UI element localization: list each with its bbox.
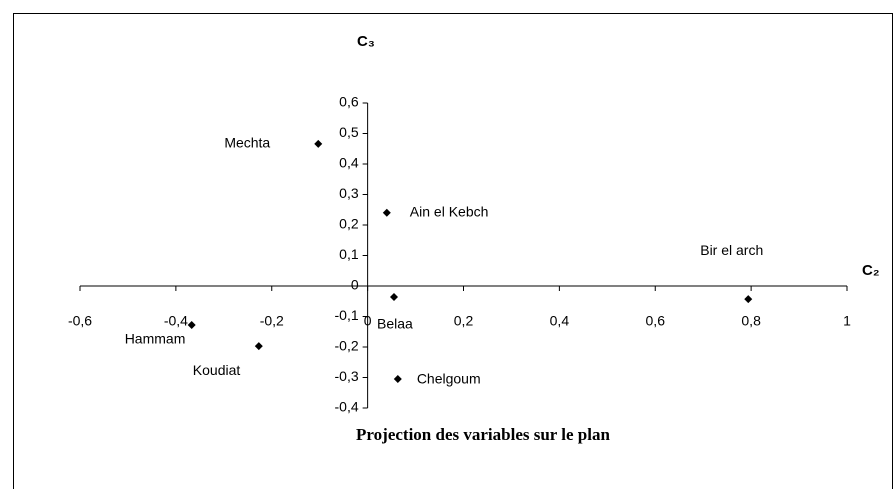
x-tick-label: 0,8	[741, 313, 761, 329]
y-tick-label: -0,2	[335, 338, 359, 354]
chart-border	[13, 13, 893, 489]
point-label: Belaa	[377, 316, 413, 332]
y-tick-label: 0,3	[339, 185, 359, 201]
point	[187, 321, 196, 330]
point	[314, 139, 323, 148]
y-tick-label: 0,2	[339, 216, 359, 232]
x-tick-label: 0,4	[550, 313, 570, 329]
y-tick-label: -0,3	[335, 368, 359, 384]
point-label: Hammam	[125, 331, 186, 347]
x-tick-label: 1	[843, 313, 851, 329]
point	[744, 295, 753, 304]
y-axis-label: C₃	[357, 33, 375, 50]
y-tick-label: 0,1	[339, 246, 359, 262]
x-axis-label: C₂	[862, 262, 880, 279]
y-tick-label: 0,6	[339, 94, 359, 110]
point	[382, 208, 391, 217]
chart-title: Projection des variables sur le plan	[356, 425, 610, 444]
x-tick-label: -0,6	[68, 313, 92, 329]
point-label: Chelgoum	[417, 371, 481, 387]
x-tick-label: 0,2	[454, 313, 474, 329]
point	[389, 292, 398, 301]
y-tick-label: -0,4	[335, 399, 359, 415]
x-tick-label: -0,4	[164, 313, 188, 329]
x-tick-label: 0	[364, 313, 372, 329]
y-tick-label: 0,4	[339, 155, 359, 171]
point-label: Bir el arch	[700, 242, 763, 258]
x-tick-label: -0,2	[260, 313, 284, 329]
point-label: Ain el Kebch	[410, 204, 489, 220]
y-tick-label: -0,1	[335, 307, 359, 323]
point-label: Mechta	[224, 135, 270, 151]
y-tick-label: 0,5	[339, 124, 359, 140]
y-tick-label: 0	[351, 277, 359, 293]
x-tick-label: 0,6	[646, 313, 666, 329]
point	[393, 375, 402, 384]
point-label: Koudiat	[193, 362, 241, 378]
point	[254, 342, 263, 351]
